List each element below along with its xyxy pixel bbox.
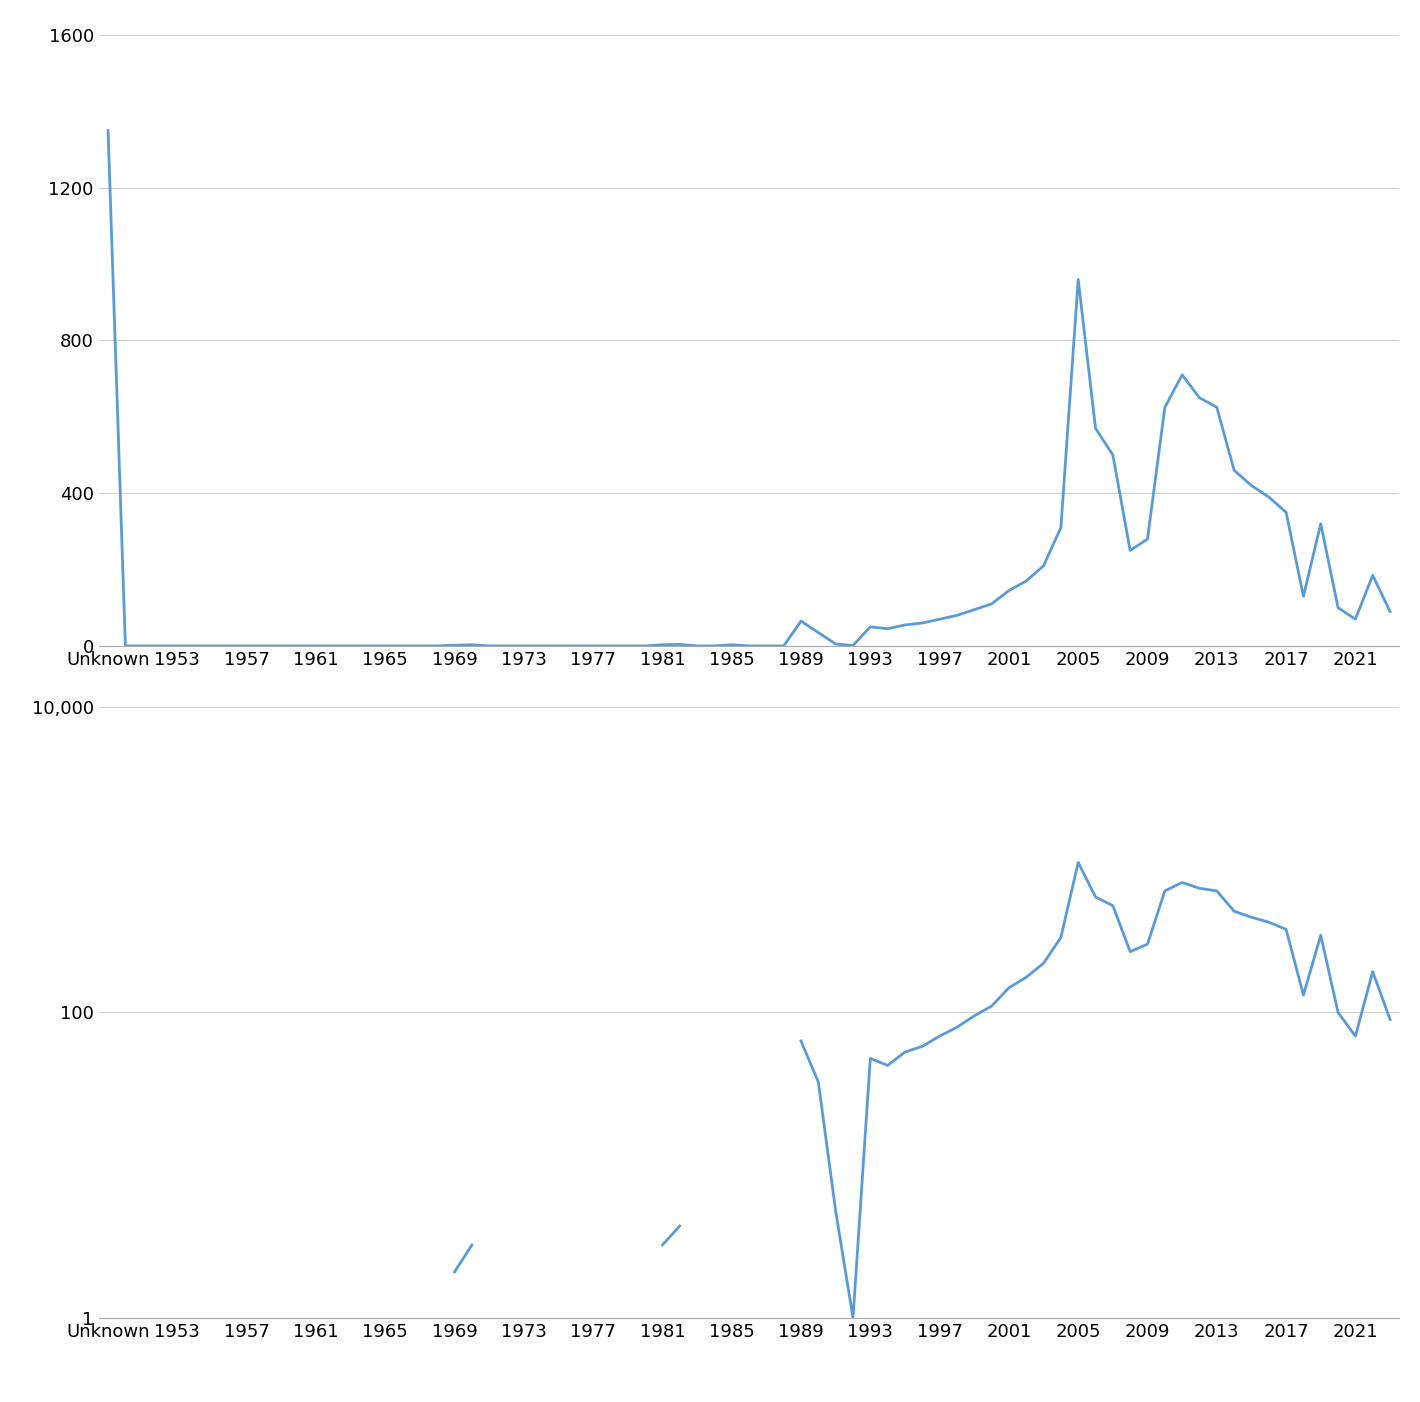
Legend: Count, , , , , : Count, , , , , <box>391 729 1108 747</box>
